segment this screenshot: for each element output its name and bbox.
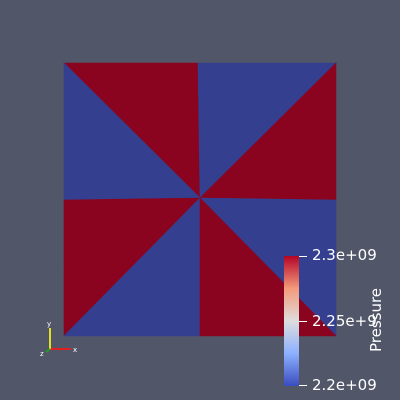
- color-legend-bar: [284, 256, 299, 386]
- color-legend-max-label: 2.3e+09: [312, 246, 377, 264]
- color-legend-mid-label: 2.25e+9: [312, 312, 377, 330]
- color-legend-min-label: 2.2e+09: [312, 376, 377, 394]
- color-legend-title: Pressure: [367, 287, 385, 353]
- color-legend[interactable]: [284, 256, 307, 386]
- axis-y-label: y: [47, 320, 51, 328]
- axis-z-label: z: [40, 350, 44, 358]
- mesh-cell-bottom-right-lower: [199, 197, 337, 337]
- axis-z-line: [45, 348, 51, 353]
- orientation-axes: x y z: [40, 320, 77, 358]
- axis-x-label: x: [73, 346, 77, 354]
- mesh-surface: [63, 62, 337, 337]
